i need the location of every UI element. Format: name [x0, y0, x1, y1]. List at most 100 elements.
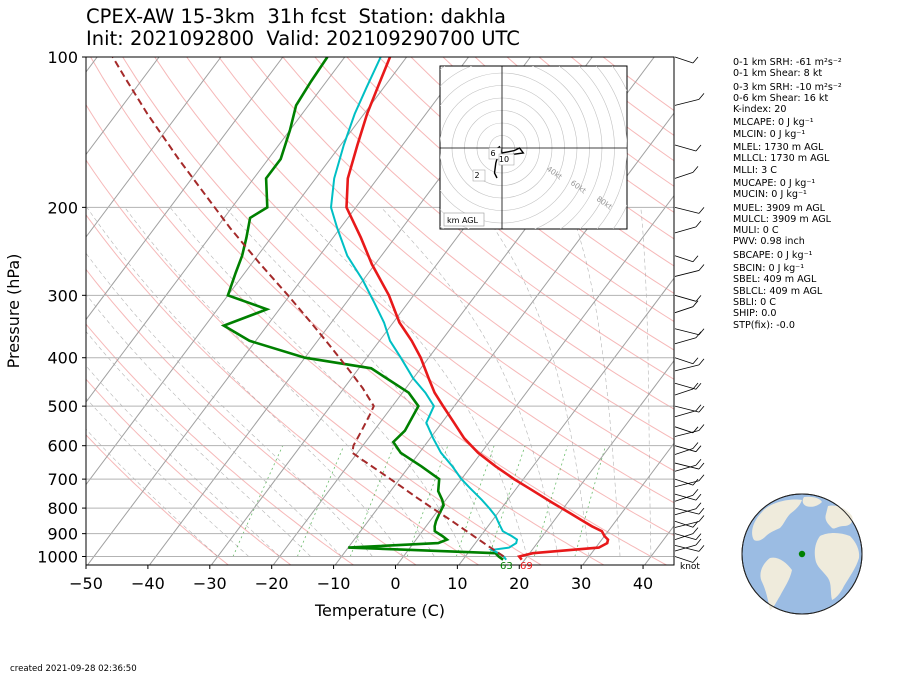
globe-land-africa	[814, 533, 860, 600]
sounding-index: MLCIN: 0 J kg⁻¹	[733, 128, 806, 140]
wind-barb	[674, 426, 699, 434]
sounding-index: SBEL: 409 m AGL	[733, 274, 817, 286]
wind-barb	[674, 357, 699, 365]
wind-barb	[674, 556, 699, 563]
y-tick-label: 600	[47, 437, 78, 456]
wind-barb	[674, 255, 699, 263]
plot-border	[85, 56, 675, 566]
y-tick-label: 200	[47, 198, 78, 217]
dry-adiabat	[314, 57, 674, 351]
wind-barb-flag	[695, 533, 702, 540]
sounding-index: 0-1 km SRH: -61 m²s⁻²	[733, 57, 842, 68]
wind-barb-shaft	[674, 99, 700, 106]
wind-barb-shaft	[674, 520, 694, 528]
dry-adiabat	[410, 57, 674, 267]
wind-barb	[674, 405, 705, 413]
station-marker	[798, 550, 806, 558]
wind-barb-shaft	[674, 445, 697, 453]
wind-barb-flag	[695, 220, 702, 228]
wind-barb-flag	[692, 166, 699, 173]
wind-barb	[674, 300, 699, 314]
axes: −50 −40 −30 −20 −10 0 10 20 30 40 100 200 300 400 500 6…	[4, 48, 700, 620]
wind-barb-flag	[695, 295, 702, 302]
wind-barb	[674, 474, 705, 488]
wind-barb	[674, 462, 705, 470]
wind-barb	[674, 488, 699, 502]
wind-barb-shaft	[674, 255, 694, 263]
y-tick-label: 100	[47, 48, 78, 67]
sounding-profiles	[111, 57, 610, 561]
wind-barb	[674, 294, 702, 302]
dry-adiabat	[86, 214, 480, 565]
wind-barb	[674, 328, 705, 336]
wind-barb-flag	[698, 545, 705, 552]
wind-barb-flag	[698, 264, 705, 271]
wind-barb-shaft	[674, 430, 700, 437]
wind-barb-shaft	[674, 328, 700, 336]
sounding-index: SBLI: 0 C	[733, 296, 776, 308]
wind-barb-shaft	[674, 464, 697, 472]
sounding-index: SBCIN: 0 J kg⁻¹	[733, 263, 805, 275]
wind-barb	[674, 520, 699, 528]
wind-barb-flag	[698, 462, 705, 470]
wind-barb-shaft	[674, 144, 697, 152]
wind-barb-shaft	[674, 426, 694, 434]
sounding-index: 0-3 km SRH: -10 m²s⁻²	[733, 81, 842, 93]
y-tick-label: 900	[47, 525, 78, 544]
wind-barb-shaft	[674, 448, 694, 455]
sounding-indices-panel: 0-1 km SRH: -61 m²s⁻² 0-1 km Shear: 8 kt 0…	[733, 57, 842, 331]
wind-barb-shaft	[674, 508, 697, 516]
wind-barb	[674, 144, 702, 152]
sounding-index: MULCL: 3909 m AGL	[733, 213, 832, 225]
x-tick-label: 30	[571, 574, 591, 593]
locator-globe-map	[741, 493, 863, 615]
sounding-index: K-index: 20	[733, 104, 787, 116]
wind-barb-flag	[695, 502, 702, 510]
dry-adiabat	[86, 103, 605, 565]
isotherm	[86, 57, 469, 565]
sounding-index: MLLI: 3 C	[733, 164, 777, 176]
wind-barb	[674, 56, 699, 64]
wind-barb-flag	[698, 515, 705, 522]
wind-barb	[674, 206, 705, 214]
y-axis-label: Pressure (hPa)	[4, 254, 23, 369]
dewpoint-profile	[220, 57, 504, 561]
dry-adiabat	[154, 57, 674, 504]
wind-barb-shaft	[674, 493, 697, 501]
plot-frame	[85, 56, 675, 566]
wind-barb	[674, 458, 702, 472]
wind-barb-flag	[692, 56, 699, 64]
dry-adiabat	[90, 57, 668, 565]
wind-barb	[674, 264, 705, 277]
globe-land-south-america	[760, 557, 792, 610]
wind-barb-flag	[692, 357, 699, 364]
wind-barb-flag	[692, 442, 699, 449]
sounding-index: MUCAPE: 0 J kg⁻¹	[733, 177, 816, 189]
hodograph-height-label: 2	[474, 171, 479, 180]
wind-barb-shaft	[674, 478, 694, 486]
wind-barb-shaft	[674, 56, 694, 64]
wind-barb	[674, 331, 702, 345]
wind-barb-flag	[692, 478, 699, 486]
hodograph-unit-box	[443, 212, 485, 227]
dry-adiabat	[86, 434, 230, 565]
wind-barb-shaft	[674, 405, 700, 413]
wind-barb-flag	[692, 527, 699, 534]
wind-barb-flag	[698, 207, 705, 214]
hodograph-height-label: 10	[499, 155, 509, 164]
wind-barb-shaft	[674, 337, 697, 345]
thermodynamic-background-lines	[86, 57, 674, 565]
wind-barb-shaft	[674, 494, 694, 502]
wind-barb-flag	[695, 538, 702, 546]
mixing-ratio-line	[297, 445, 345, 557]
dry-adiabat	[250, 57, 674, 410]
wind-barb-shaft	[674, 533, 697, 541]
sounding-index: 0-6 km Shear: 16 kt	[733, 92, 829, 104]
sounding-index: SHIP: 0.0	[733, 308, 777, 320]
wind-barb-flag	[692, 300, 699, 307]
wind-barb-flag	[695, 404, 702, 411]
isotherm	[520, 359, 674, 565]
globe-land-greenland	[802, 496, 822, 507]
wind-barb-flag	[695, 493, 702, 501]
wind-barb-flag	[695, 383, 702, 390]
